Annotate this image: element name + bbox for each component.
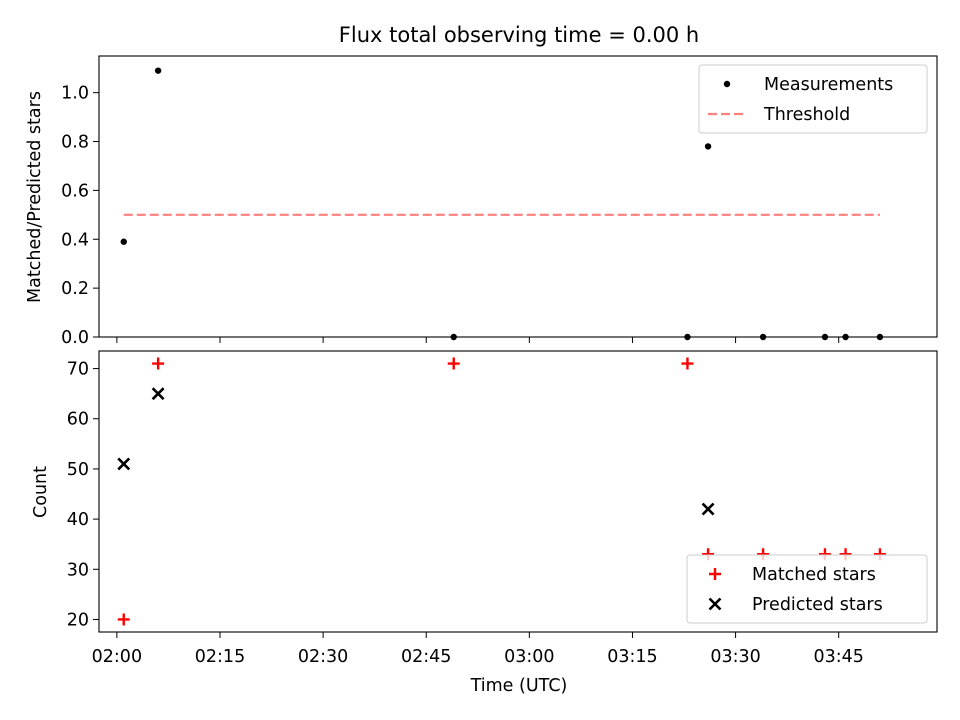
y-tick-label: 0.6 <box>61 181 89 201</box>
legend <box>698 64 928 134</box>
data-point <box>117 457 131 471</box>
legend-swatch <box>708 597 722 611</box>
x-tick-label: 02:15 <box>195 647 245 667</box>
data-point <box>681 357 694 370</box>
y-tick-label: 0.8 <box>61 133 89 153</box>
legend-label: Predicted stars <box>752 595 883 615</box>
data-point <box>151 387 165 401</box>
y-tick-label: 60 <box>67 410 89 430</box>
data-point <box>117 613 130 626</box>
plot-frame <box>98 350 938 633</box>
y-tick-label: 0.4 <box>61 230 89 250</box>
x-tick-label: 03:15 <box>607 647 657 667</box>
count-panel: 02:00 02:15 02:30 02:45 03:00 03:15 03:30 03:45… <box>67 350 938 667</box>
bottom-y-axis-title: Count <box>31 466 51 518</box>
data-point <box>684 333 691 341</box>
data-point <box>447 357 460 370</box>
x-axis-title: Time (UTC) <box>470 676 568 696</box>
y-tick-label: 30 <box>67 560 89 580</box>
data-point <box>842 333 849 341</box>
ratio-panel: 0.0 0.2 0.4 0.6 0.8 1.0 Measurements Threshold <box>61 55 938 348</box>
legend-swatch <box>709 568 721 580</box>
top-y-axis-title: Matched/Predicted stars <box>25 91 45 303</box>
data-point <box>876 333 884 341</box>
x-tick-label: 03:45 <box>813 647 863 667</box>
legend-swatch <box>723 80 731 88</box>
legend-label: Threshold <box>763 105 850 125</box>
chart-title: Flux total observing time = 0.00 h <box>339 23 699 47</box>
data-point <box>154 67 162 74</box>
data-point <box>450 333 457 341</box>
x-tick-label: 03:30 <box>710 647 760 667</box>
y-tick-label: 40 <box>67 510 89 530</box>
y-tick-label: 70 <box>67 360 89 380</box>
x-tick-label: 02:45 <box>401 647 451 667</box>
y-tick-label: 50 <box>67 460 89 480</box>
x-tick-label: 02:00 <box>92 647 142 667</box>
data-point <box>704 143 712 150</box>
y-tick-label: 0.0 <box>61 328 89 348</box>
legend-label: Measurements <box>764 75 893 95</box>
data-point <box>152 357 165 370</box>
data-point <box>759 333 767 341</box>
data-point <box>821 333 829 341</box>
y-tick-label: 1.0 <box>61 84 89 104</box>
data-point <box>120 238 127 245</box>
x-tick-label: 02:30 <box>298 647 348 667</box>
x-tick-label: 03:00 <box>504 647 554 667</box>
y-tick-label: 0.2 <box>61 279 89 299</box>
legend <box>686 554 928 624</box>
plot-frame <box>98 55 938 338</box>
legend-label: Matched stars <box>752 565 876 585</box>
data-point <box>701 502 715 516</box>
y-tick-label: 20 <box>67 610 89 630</box>
